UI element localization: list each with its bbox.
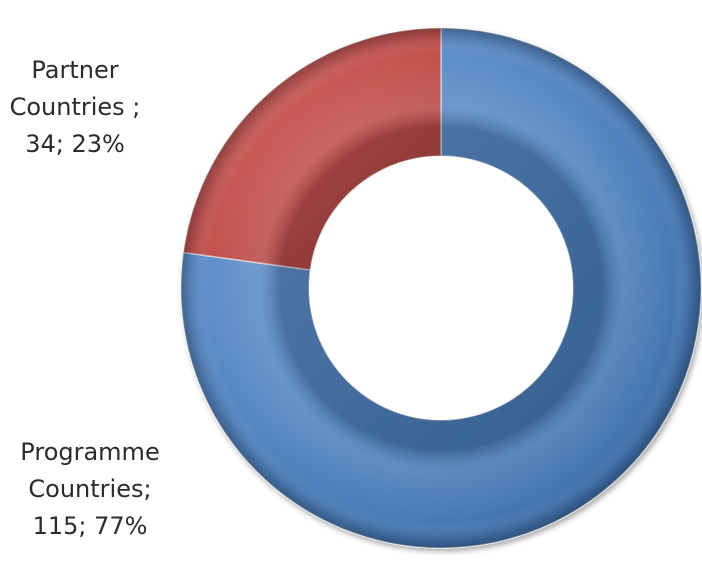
data-label-programme-value: 115; 77% xyxy=(32,512,148,540)
data-label-programme-name-line-2: Countries; xyxy=(28,475,152,503)
data-label-programme-name-line-1: Programme xyxy=(20,438,160,466)
data-label-programme-countries: Programme Countries; 115; 77% xyxy=(10,434,170,545)
data-label-partner-value: 34; 23% xyxy=(25,130,125,158)
data-label-partner-name-line-1: Partner xyxy=(31,56,119,84)
data-label-partner-name-line-2: Countries ; xyxy=(9,93,141,121)
donut-hole xyxy=(309,156,573,420)
data-label-partner-countries: Partner Countries ; 34; 23% xyxy=(0,52,150,163)
